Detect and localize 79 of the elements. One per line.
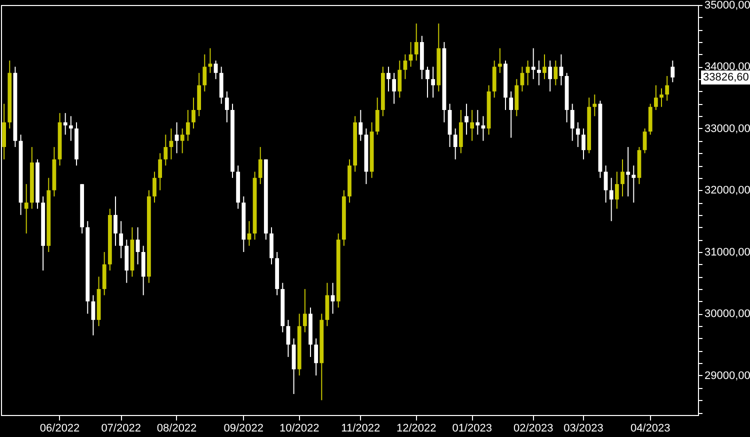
candlestick: [665, 76, 670, 102]
candlestick: [174, 122, 179, 154]
candlestick: [660, 88, 664, 108]
x-tick-label: 01/2023: [452, 422, 492, 434]
candlestick: [375, 97, 380, 136]
candlestick: [498, 48, 502, 74]
x-tick-label: 09/2022: [224, 422, 264, 434]
candlestick: [470, 109, 474, 142]
candlestick: [476, 109, 480, 136]
candlestick: [531, 48, 536, 80]
x-tick-label: 07/2022: [101, 422, 141, 434]
candlestick: [63, 112, 68, 136]
x-tick-label: 08/2022: [156, 422, 197, 434]
candlestick: [453, 128, 458, 160]
candlestick: [258, 146, 262, 185]
candlestick: [136, 226, 140, 265]
y-tick-label: 33000,00: [704, 122, 750, 135]
x-tick-label: 03/2023: [564, 422, 604, 434]
candlestick: [286, 319, 290, 358]
candlestick: [91, 294, 96, 336]
text: 33826,60: [703, 71, 749, 84]
candlestick: [302, 288, 307, 333]
candlestick: [520, 66, 524, 92]
candlestick: [214, 60, 218, 80]
y-tick-label: 30000,00: [704, 308, 750, 320]
x-tick-label: 02/2023: [513, 422, 554, 434]
candlestick: [548, 60, 552, 92]
candlestick: [536, 60, 541, 86]
y-tick-label: 31000,00: [704, 246, 750, 258]
candlestick: [509, 90, 514, 138]
x-tick-label: 06/2022: [40, 422, 80, 434]
candlestick: [386, 66, 390, 92]
candlestick: [414, 23, 418, 62]
y-tick-label: 29000,00: [704, 370, 750, 382]
candlestick: [526, 60, 530, 86]
candlestick: [554, 60, 558, 86]
y-tick-label: 35000,00: [704, 0, 750, 12]
candlestick: [202, 54, 207, 92]
candlestick: [114, 196, 118, 246]
candlestick: [24, 184, 28, 234]
candlestick: [626, 146, 630, 197]
candlestick: [398, 60, 402, 98]
candlestick: [426, 66, 430, 98]
candlestick: [68, 116, 73, 142]
candlestick: [158, 152, 162, 191]
candlestick: [164, 134, 168, 166]
candlestick: [464, 103, 468, 136]
y-tick-label: 34000,00: [704, 61, 750, 74]
candlestick: [604, 165, 608, 204]
x-tick-label: 10/2022: [279, 422, 320, 434]
candlestick: [403, 54, 408, 80]
candlestick: [632, 165, 636, 204]
candlestick: [542, 54, 546, 80]
y-tick-label: 32000,00: [704, 184, 750, 197]
x-tick-label: 12/2022: [396, 422, 436, 434]
candlestick: [609, 177, 614, 222]
x-tick-label: 04/2023: [630, 422, 670, 434]
candlestick: [119, 220, 124, 259]
candlestick: [358, 109, 363, 142]
candlestick: [152, 171, 156, 204]
candlestick: [592, 94, 597, 117]
candlestick: [570, 103, 574, 142]
candlestick: [180, 128, 184, 154]
candlestick: [642, 128, 647, 154]
candlestick: [670, 60, 675, 83]
candlestick: [620, 158, 624, 197]
candlestick: [654, 84, 658, 110]
candlestick: [614, 171, 619, 210]
candlestick: [559, 54, 564, 86]
x-tick-label: 11/2022: [341, 422, 380, 434]
candlestick: [314, 338, 318, 376]
candlestick: [431, 66, 436, 98]
candlestick: [224, 90, 229, 123]
candlestick: [582, 128, 586, 160]
candlestick: [576, 122, 580, 148]
candlestick: [186, 109, 190, 142]
candlestick: [330, 282, 335, 314]
candlestick: [192, 97, 196, 129]
candlestick: [392, 72, 396, 104]
